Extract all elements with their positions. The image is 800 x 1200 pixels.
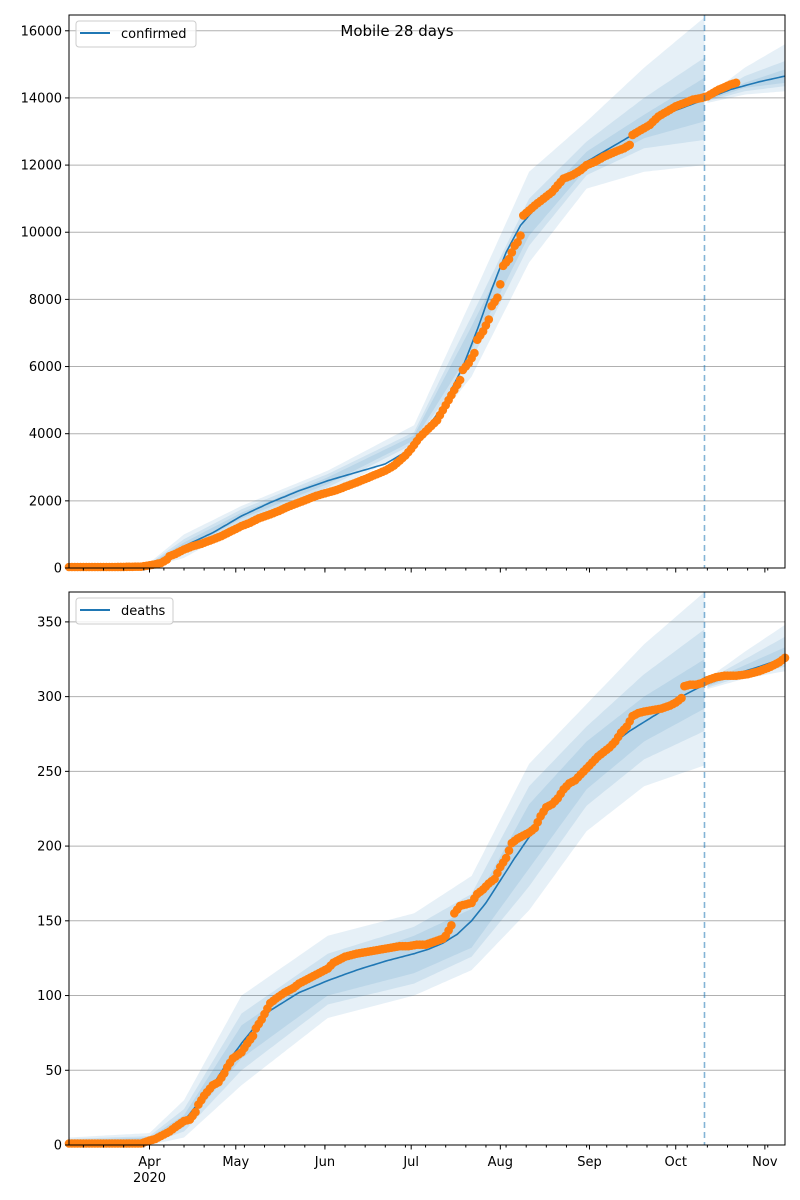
uncertainty-band-2 [69,57,705,568]
observed-point [470,348,479,358]
x-tick-sublabel: 2020 [133,1171,166,1186]
observed-point [625,140,634,150]
y-tick-label: 50 [45,1064,62,1079]
x-tick-label: May [222,1155,249,1170]
axes-frame [68,14,786,569]
y-tick-label: 200 [37,840,62,855]
y-tick-label: 12000 [21,159,62,174]
x-tick-label: Aug [488,1155,513,1170]
deaths-observed-points [64,653,790,1148]
x-tick-label: Nov [752,1155,778,1170]
observed-point [248,1031,258,1041]
y-tick-label: 0 [54,562,62,577]
observed-point [501,853,511,863]
y-tick-label: 14000 [21,91,62,106]
legend-box [75,597,174,625]
confirmed-y-axis: 0 2000 4000 6000 8000 10000 12000 14000 16000 [21,24,69,577]
legend-label: deaths [121,604,166,619]
observed-point [504,846,514,855]
y-tick-label: 10000 [21,226,62,241]
y-tick-label: 6000 [29,360,62,375]
y-tick-label: 100 [37,989,62,1004]
x-tick-label: Oct [664,1155,686,1170]
observed-point [447,921,456,930]
y-tick-label: 150 [37,914,62,929]
axes-frame [68,591,786,1146]
uncertainty-band-3 [69,659,705,1145]
x-tick-label: Jul [402,1155,419,1170]
y-tick-label: 2000 [29,494,62,509]
y-tick-label: 8000 [29,293,62,308]
legend-box [75,20,197,48]
y-tick-label: 16000 [21,24,62,39]
observed-point [504,254,514,264]
deaths-gridlines [69,621,785,1146]
legend-label: confirmed [121,27,187,42]
observed-point [484,315,494,324]
y-tick-label: 0 [54,1139,62,1154]
observed-point [493,293,502,303]
confirmed-x-axis [82,568,769,573]
x-tick-label: Apr [138,1155,161,1170]
observed-point [731,78,741,88]
observed-point [516,231,525,240]
observed-point [455,375,465,385]
observed-point [191,1107,200,1117]
x-tick-label: Sep [577,1155,602,1170]
y-tick-label: 250 [37,765,62,780]
y-tick-label: 350 [37,615,62,630]
deaths-legend: deaths [75,597,174,625]
y-tick-label: 300 [37,690,62,705]
chart-title: Mobile 28 days [340,22,453,40]
y-tick-label: 4000 [29,427,62,442]
x-tick-label: Jun [314,1155,335,1170]
uncertainty-band-2 [69,629,705,1145]
confirmed-observed-points [64,78,741,572]
observed-point [496,280,505,289]
confirmed-panel: 0 2000 4000 6000 8000 10000 12000 14000 16000 co… [21,14,786,577]
confirmed-legend: confirmed [75,20,197,48]
uncertainty-band-1 [69,17,705,568]
deaths-y-axis: 0 50 100 150 200 250 300 350 [37,615,69,1154]
observed-point [677,693,686,703]
observed-point [513,238,522,247]
confirmed-axes-frame [68,14,786,569]
observed-point [507,248,517,257]
deaths-axes-frame [68,591,786,1146]
